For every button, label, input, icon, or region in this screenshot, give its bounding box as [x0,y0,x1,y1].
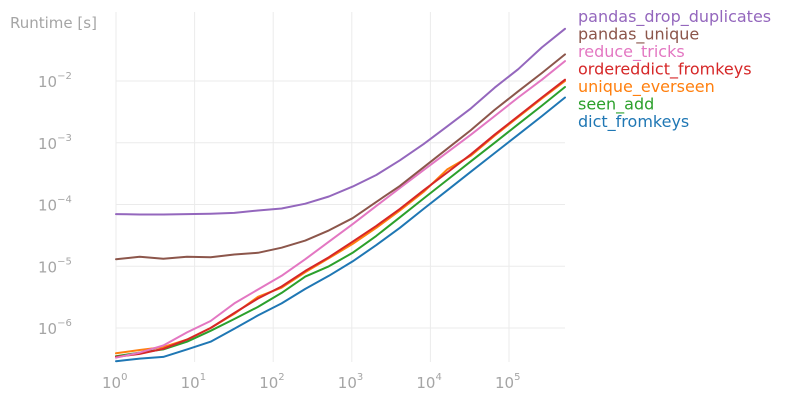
legend-entry-pandas-unique: pandas_unique [578,25,699,45]
x-tick-label: 105 [495,372,520,392]
y-tick-label: 10−5 [38,256,72,276]
x-tick-label: 103 [338,372,363,392]
series-line-pandas-drop-duplicates [115,27,566,216]
grid [115,12,565,362]
legend-entry-pandas-drop-duplicates: pandas_drop_duplicates [578,7,771,27]
series-line-dict-fromkeys [115,96,566,363]
series-line-reduce-tricks [115,60,566,359]
y-axis-label: Runtime [s] [10,14,97,32]
y-tick-label: 10−2 [38,71,72,91]
y-tick-label: 10−3 [38,133,72,153]
series-lines [115,27,566,363]
x-axis-ticks: 100 101 102 103 104 105 [102,372,520,392]
y-tick-label: 10−4 [38,195,72,215]
series-line-ordereddict-fromkeys [115,78,566,358]
series-line-pandas-unique [115,53,566,261]
legend-entry-seen-add: seen_add [578,95,654,115]
legend: pandas_drop_duplicatespandas_uniquereduc… [578,7,771,132]
y-axis-ticks: 10−6 10−5 10−4 10−3 10−2 [38,71,72,338]
legend-entry-reduce-tricks: reduce_tricks [578,42,685,62]
series-line-unique-everseen [115,80,566,355]
series-line-seen-add [115,86,566,358]
legend-entry-ordereddict-fromkeys: ordereddict_fromkeys [578,60,752,80]
x-tick-label: 104 [416,372,441,392]
x-tick-label: 102 [259,372,284,392]
legend-entry-unique-everseen: unique_everseen [578,77,715,97]
x-tick-label: 101 [181,372,206,392]
x-tick-label: 100 [102,372,127,392]
y-tick-label: 10−6 [38,318,72,338]
legend-entry-dict-fromkeys: dict_fromkeys [578,112,689,132]
